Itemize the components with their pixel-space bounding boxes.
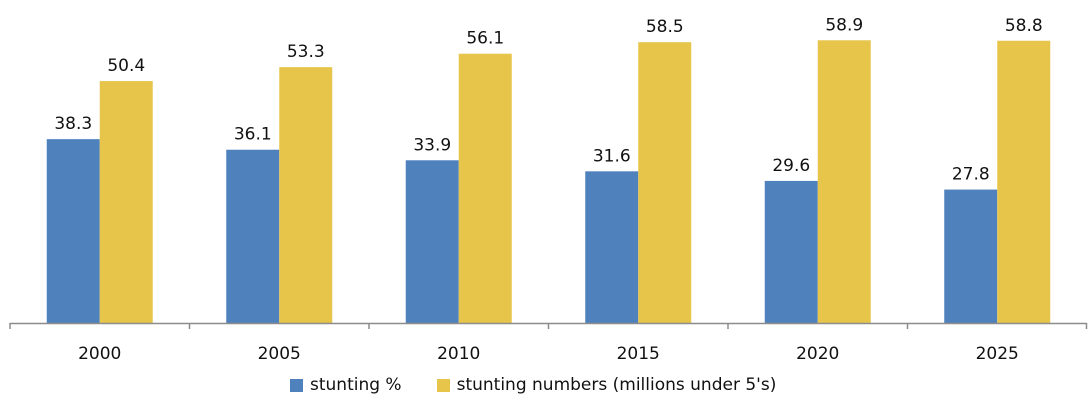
- data-label-series-2-2025: 58.8: [1005, 16, 1043, 36]
- data-label-series-1-2010: 33.9: [413, 135, 451, 155]
- x-tick-label-2005: 2005: [258, 344, 301, 364]
- x-tick-label-2010: 2010: [437, 344, 480, 364]
- bars-layer: [46, 40, 1051, 323]
- bar-series-1-2010: [405, 160, 459, 323]
- bar-series-2-2025: [997, 40, 1051, 323]
- data-label-series-2-2015: 58.5: [646, 17, 684, 37]
- data-label-series-1-2000: 38.3: [54, 114, 92, 134]
- bar-series-1-2000: [46, 139, 100, 323]
- legend-label-series-1: stunting %: [310, 375, 402, 395]
- data-label-series-2-2020: 58.9: [825, 15, 863, 35]
- legend-item-series-1: stunting %: [290, 375, 402, 395]
- x-axis: 2000 2005 2010 2015 2020 2025: [9, 322, 1088, 364]
- data-label-series-1-2005: 36.1: [234, 125, 272, 145]
- bar-series-2-2020: [817, 40, 871, 323]
- data-label-series-2-2005: 53.3: [287, 42, 325, 62]
- data-label-series-2-2010: 56.1: [466, 29, 504, 49]
- legend: stunting % stunting numbers (millions un…: [290, 373, 776, 397]
- data-label-series-1-2020: 29.6: [772, 156, 810, 176]
- bar-series-2-2005: [279, 67, 333, 323]
- x-tick-label-2000: 2000: [78, 344, 121, 364]
- x-tick-label-2025: 2025: [976, 344, 1019, 364]
- x-tick-label-2020: 2020: [796, 344, 839, 364]
- bar-series-1-2020: [764, 180, 818, 323]
- data-label-series-1-2015: 31.6: [593, 146, 631, 166]
- data-label-series-1-2025: 27.8: [952, 165, 990, 185]
- bar-series-2-2015: [638, 42, 692, 323]
- bar-series-1-2025: [944, 189, 998, 323]
- data-labels-layer: 38.3 50.4 36.1 53.3 33.9 56.1 31.6 58.5 29.6 58.9…: [54, 15, 1042, 184]
- legend-swatch-series-1: [290, 378, 303, 392]
- bar-series-1-2015: [585, 171, 639, 323]
- legend-label-series-2: stunting numbers (millions under 5's): [456, 375, 777, 395]
- legend-swatch-series-2: [436, 378, 450, 392]
- bar-series-2-2010: [458, 53, 512, 323]
- x-tick-label-2015: 2015: [617, 344, 660, 364]
- data-label-series-2-2000: 50.4: [107, 56, 145, 76]
- bar-series-1-2005: [226, 149, 280, 323]
- bar-series-2-2000: [99, 81, 153, 323]
- legend-item-series-2: stunting numbers (millions under 5's): [436, 375, 777, 395]
